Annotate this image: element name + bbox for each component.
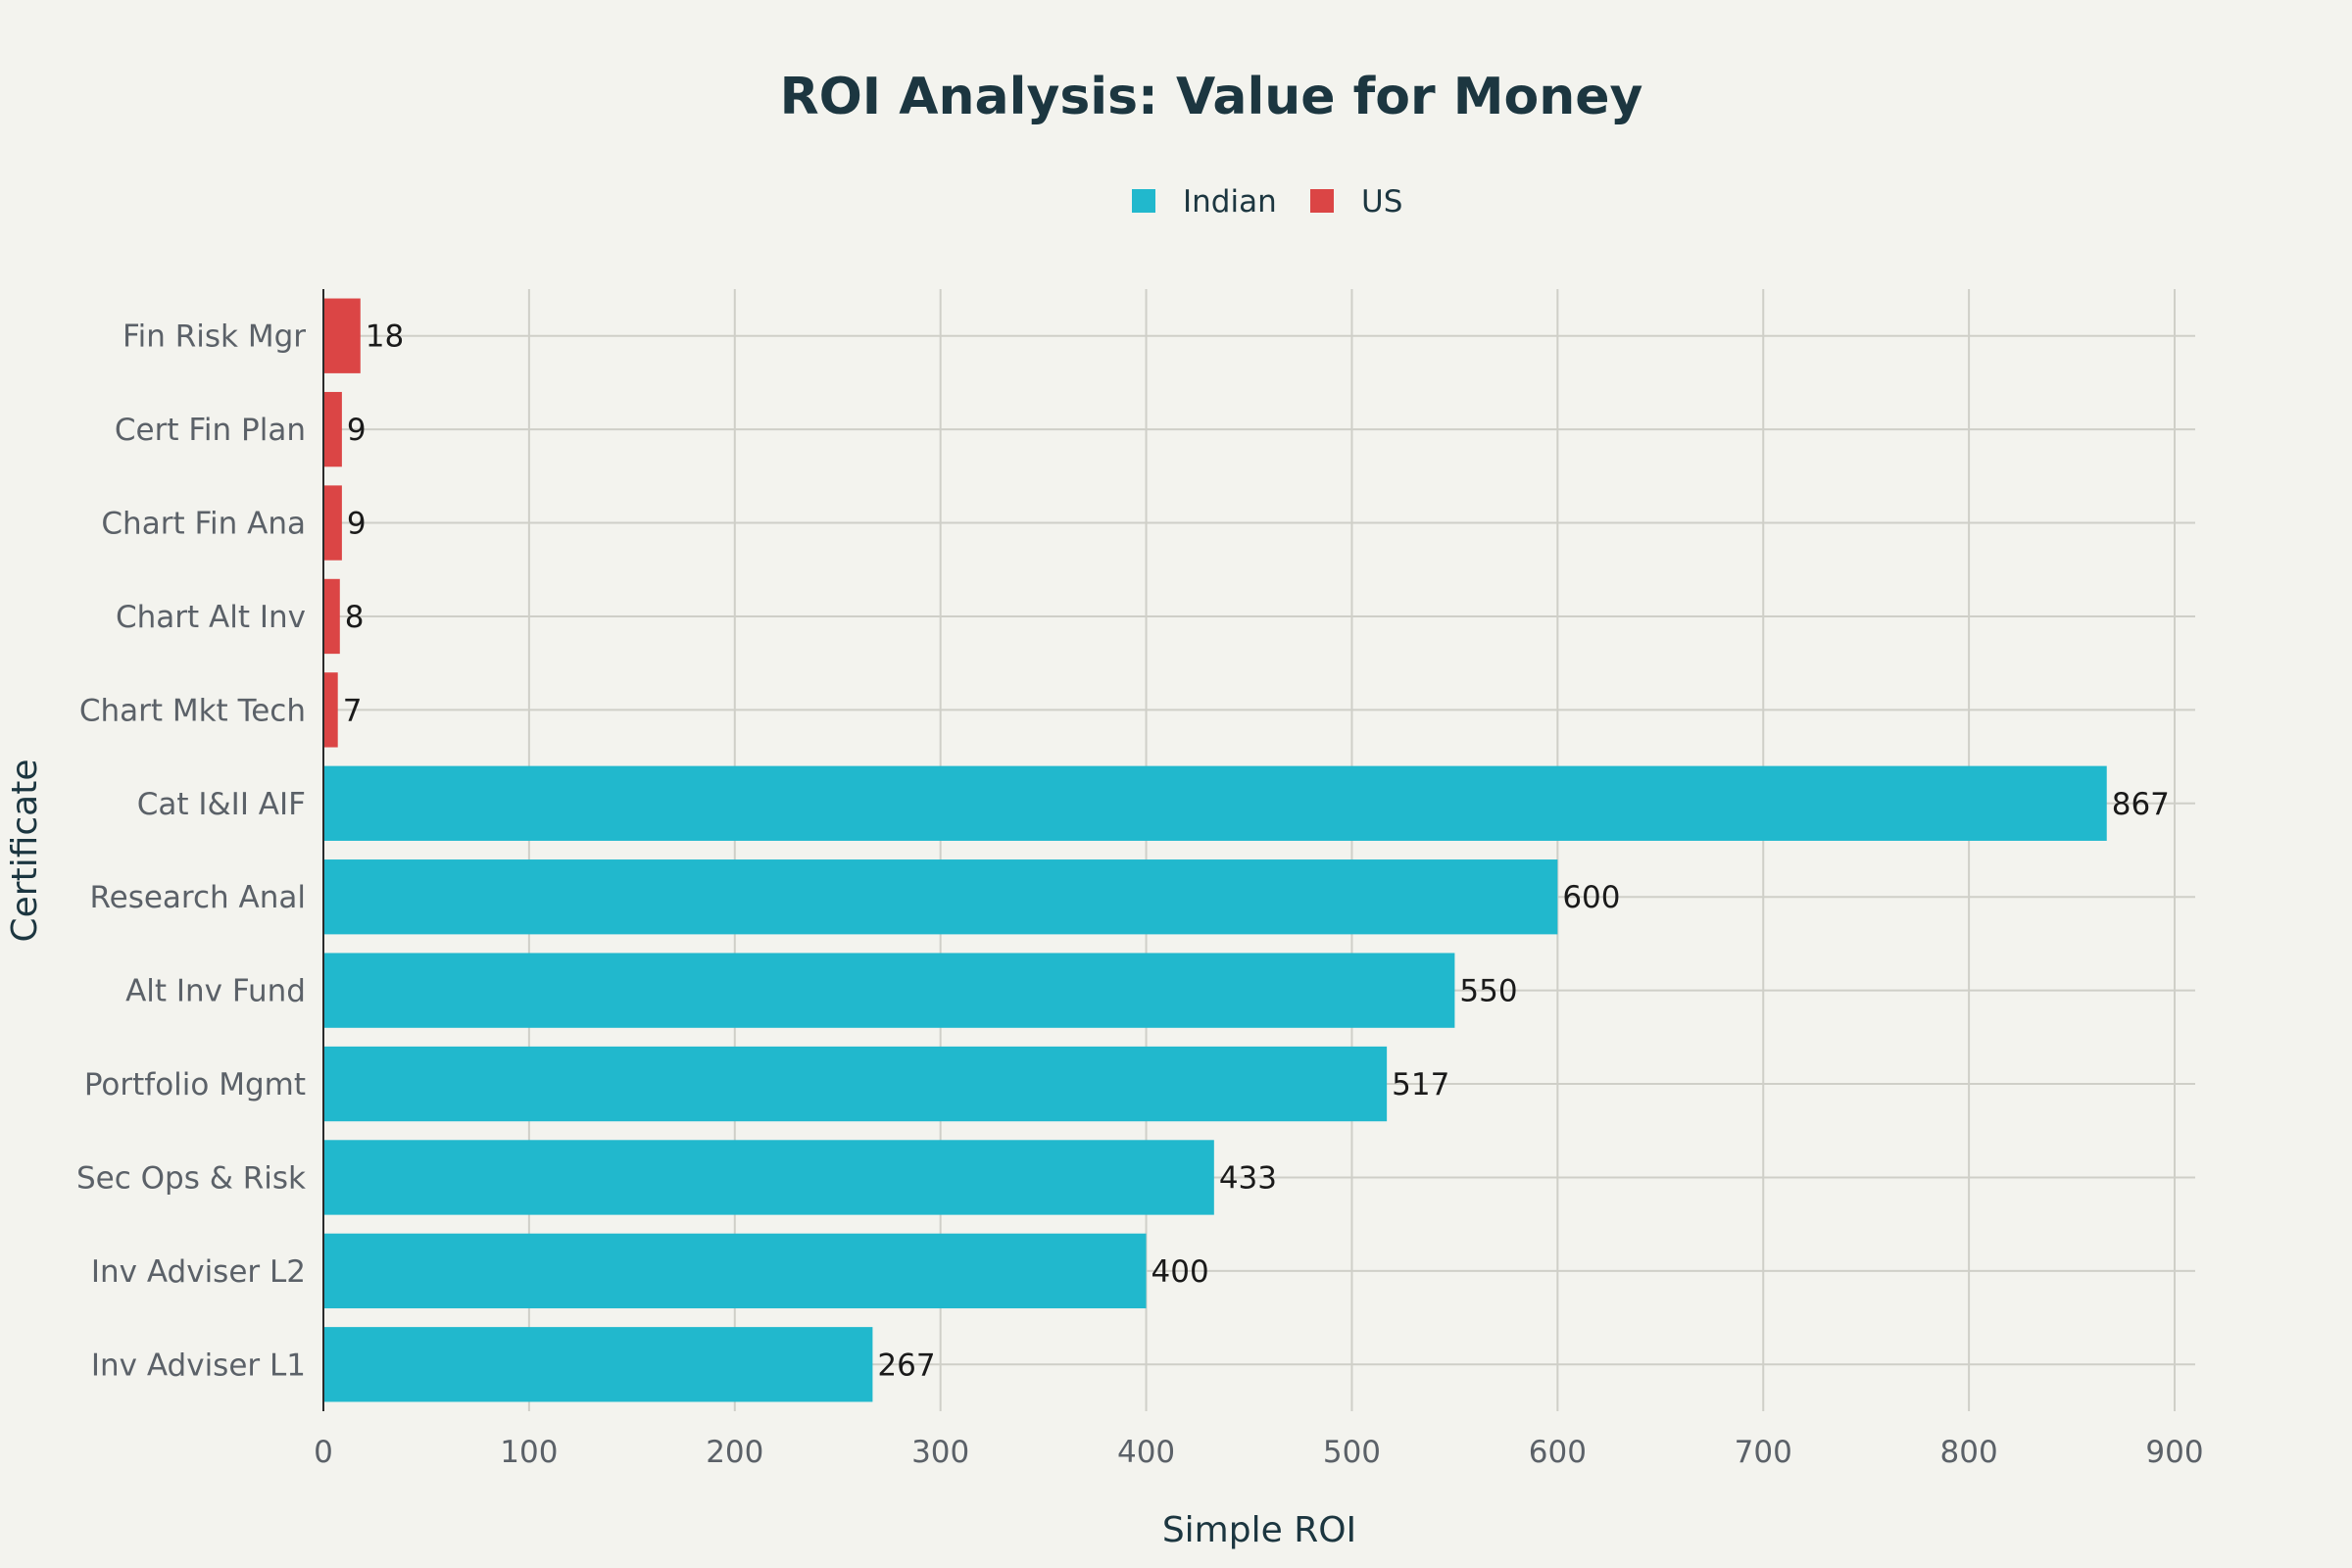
x-tick-label-300: 300: [911, 1435, 969, 1470]
x-tick-label-700: 700: [1735, 1435, 1792, 1470]
legend-label-indian: Indian: [1183, 184, 1277, 220]
bar-chart-mkt-tech: [323, 672, 338, 747]
category-label: Chart Mkt Tech: [79, 693, 306, 728]
data-label: 9: [347, 507, 367, 542]
category-label: Research Anal: [89, 880, 306, 915]
data-label: 400: [1152, 1254, 1209, 1290]
bar-portfolio-mgmt: [323, 1047, 1387, 1121]
data-label: 600: [1562, 880, 1620, 915]
data-label: 867: [2112, 787, 2170, 822]
data-label: 267: [877, 1348, 935, 1383]
data-label: 433: [1219, 1160, 1277, 1196]
x-tick-label-0: 0: [314, 1435, 333, 1470]
x-axis-title: Simple ROI: [1162, 1510, 1356, 1550]
x-tick-label-800: 800: [1940, 1435, 1998, 1470]
y-axis-title: Certificate: [5, 760, 45, 943]
category-label: Inv Adviser L1: [91, 1348, 306, 1383]
bar-cat-i-ii-aif: [323, 766, 2107, 841]
category-label: Alt Inv Fund: [125, 974, 306, 1009]
legend-label-us: US: [1361, 184, 1402, 220]
category-label: Cat I&II AIF: [137, 787, 306, 822]
chart-title: ROI Analysis: Value for Money: [780, 68, 1643, 126]
category-label: Cert Fin Plan: [115, 413, 306, 448]
data-label: 9: [347, 413, 367, 448]
category-label: Fin Risk Mgr: [122, 319, 306, 355]
legend-swatch-us: [1310, 189, 1334, 213]
bar-chart-alt-inv: [323, 579, 340, 654]
bar-inv-adviser-l2: [323, 1234, 1147, 1308]
bar-alt-inv-fund: [323, 953, 1454, 1027]
bar-fin-risk-mgr: [323, 299, 361, 373]
category-label: Portfolio Mgmt: [84, 1067, 306, 1102]
x-tick-label-500: 500: [1323, 1435, 1381, 1470]
bar-research-anal: [323, 859, 1557, 934]
x-tick-label-900: 900: [2145, 1435, 2203, 1470]
category-label: Chart Alt Inv: [116, 600, 306, 635]
data-label: 550: [1459, 974, 1517, 1009]
data-label: 7: [343, 693, 363, 728]
legend-swatch-indian: [1132, 189, 1155, 213]
x-tick-label-600: 600: [1529, 1435, 1587, 1470]
data-label: 8: [345, 600, 365, 635]
x-tick-label-100: 100: [500, 1435, 558, 1470]
x-tick-label-400: 400: [1117, 1435, 1175, 1470]
x-tick-label-200: 200: [706, 1435, 763, 1470]
category-label: Chart Fin Ana: [101, 507, 306, 542]
category-label: Inv Adviser L2: [91, 1254, 306, 1290]
data-label: 18: [366, 319, 404, 355]
bar-sec-ops-risk: [323, 1140, 1214, 1214]
data-label: 517: [1392, 1067, 1449, 1102]
bar-cert-fin-plan: [323, 392, 342, 466]
bar-chart-fin-ana: [323, 485, 342, 560]
category-label: Sec Ops & Risk: [76, 1160, 306, 1196]
bar-inv-adviser-l1: [323, 1327, 872, 1401]
